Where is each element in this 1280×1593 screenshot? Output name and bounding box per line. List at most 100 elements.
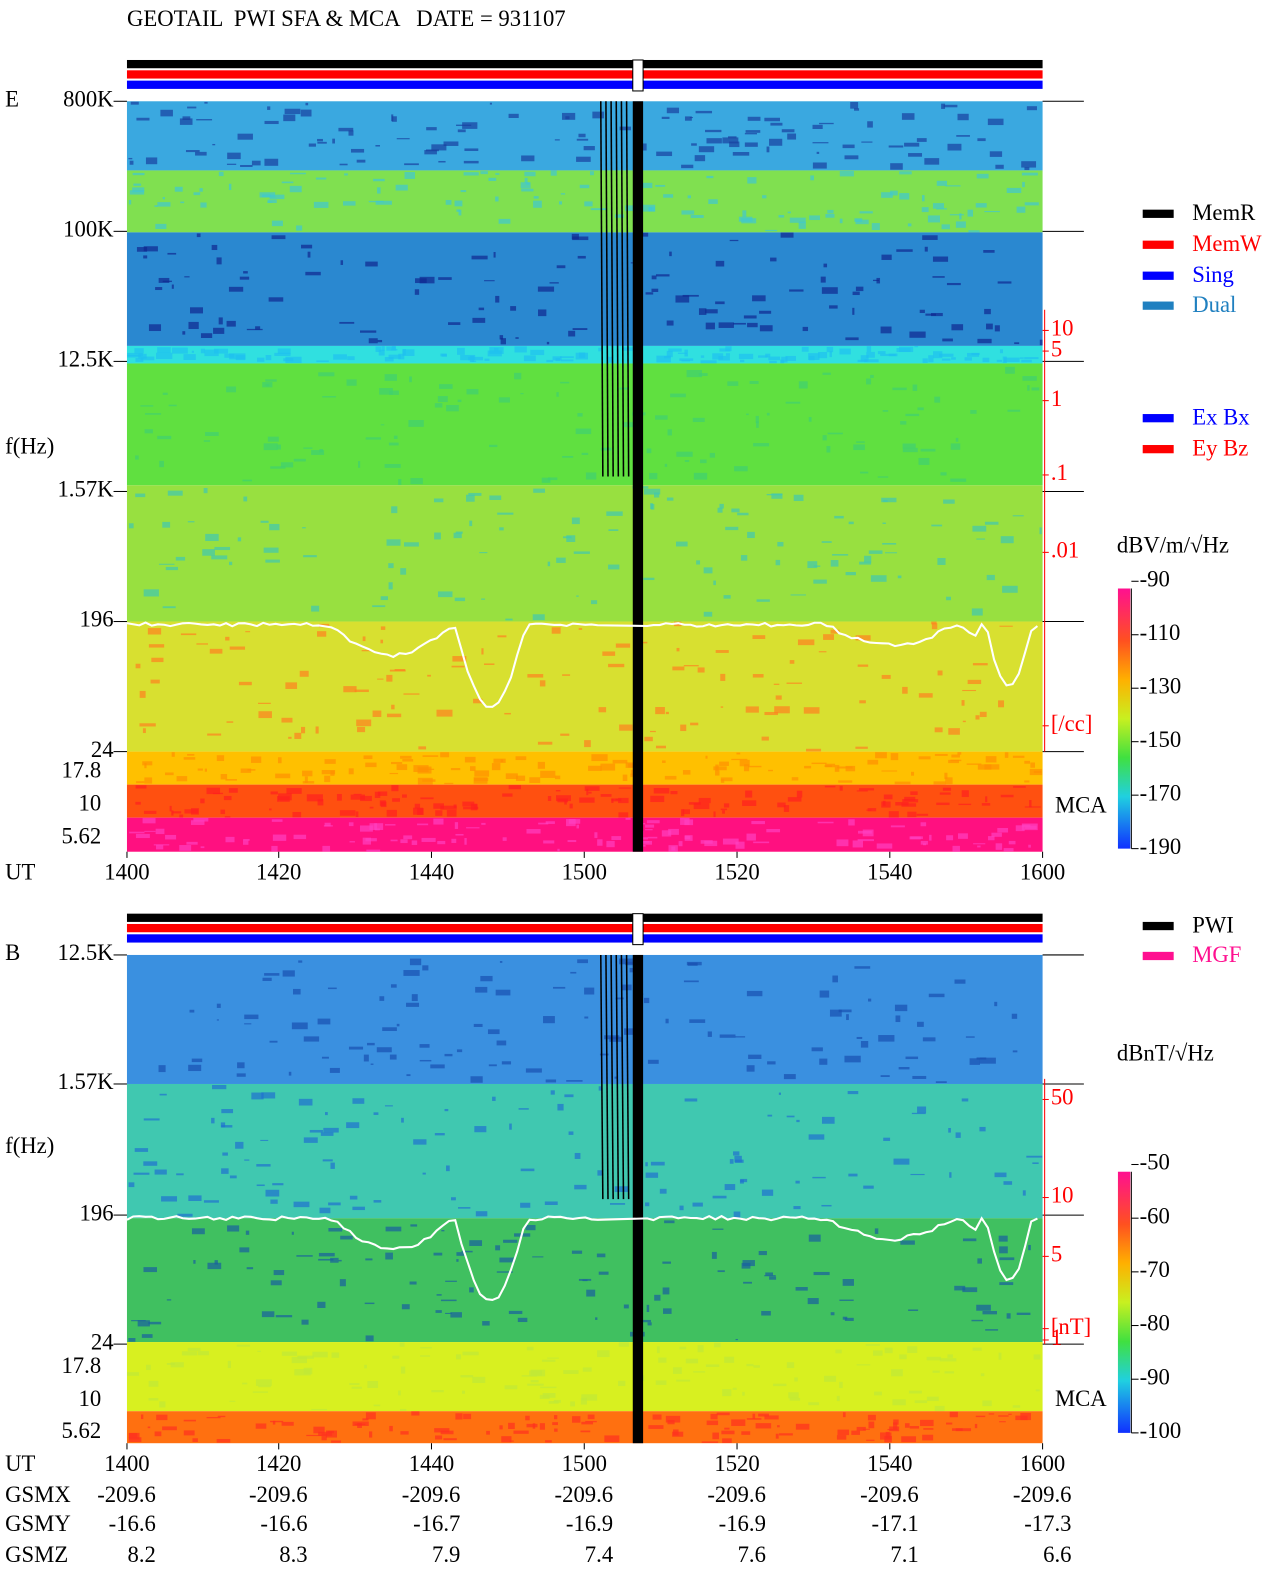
spectrogram-speckle: [132, 172, 145, 176]
spectrogram-speckle: [541, 477, 551, 483]
spectrogram-speckle: [375, 200, 392, 205]
spectrogram-speckle: [954, 979, 966, 984]
x-tick-label: 1440: [409, 1451, 454, 1476]
spectrogram-speckle: [365, 1335, 374, 1342]
spectrogram-speckle: [380, 626, 386, 630]
spectrogram-speckle: [206, 1417, 221, 1419]
legend-swatch: [1142, 951, 1174, 961]
spectrogram-speckle: [572, 1416, 581, 1423]
spectrogram-speckle: [176, 776, 188, 782]
spectrogram-speckle: [588, 791, 592, 794]
spectrogram-speckle: [438, 160, 446, 163]
spectrogram-speckle: [267, 106, 271, 110]
spectrogram-speckle: [524, 177, 528, 183]
spectrogram-speckle: [143, 1161, 158, 1166]
spectrogram-speckle: [566, 535, 576, 542]
spectrogram-speckle: [418, 746, 427, 750]
spectrogram-speckle: [795, 1180, 800, 1184]
spectrogram-speckle: [698, 146, 715, 153]
spectrogram-speckle: [817, 821, 834, 824]
spectrogram-speckle: [793, 494, 804, 502]
spectrogram-speckle: [229, 1175, 237, 1179]
spectrogram-speckle: [171, 810, 174, 816]
freq-tick-label: 196: [80, 607, 114, 632]
spectrogram-speckle: [1028, 844, 1031, 848]
spectrogram-speckle: [709, 452, 716, 458]
spectrogram-speckle: [862, 1428, 870, 1430]
spectrogram-speckle: [560, 381, 570, 384]
spectrogram-speckle: [562, 674, 571, 676]
spectrogram-speckle: [891, 1369, 903, 1377]
spectrogram-speckle: [662, 760, 666, 763]
spectrogram-speckle: [329, 1067, 340, 1073]
spectrogram-speckle: [379, 996, 385, 1001]
spectrogram-speckle: [453, 532, 462, 539]
spectrogram-speckle: [446, 809, 457, 817]
spectrogram-speckle: [560, 193, 566, 195]
spectrogram-speckle: [411, 840, 418, 845]
spectrogram-band: [126, 170, 1043, 233]
spectrogram-speckle: [419, 1044, 430, 1048]
spectrogram-speckle: [298, 960, 303, 963]
spectrogram-speckle: [642, 204, 656, 212]
spectrogram-speckle: [228, 788, 238, 793]
spectrogram-speckle: [193, 1260, 196, 1264]
spectrogram-speckle: [641, 822, 646, 825]
spectrogram-speckle: [649, 472, 658, 480]
spectrogram-speckle: [226, 386, 237, 393]
spectrogram-speckle: [216, 1019, 219, 1021]
spectrogram-speckle: [200, 348, 205, 354]
spectrogram-speckle: [955, 221, 966, 228]
spectrogram-speckle: [328, 1202, 341, 1206]
x-tick-label: 1400: [104, 860, 149, 885]
spectrogram-speckle: [1024, 357, 1039, 360]
spectrogram-speckle: [377, 187, 381, 194]
spectrogram-speckle: [1022, 376, 1037, 381]
spectrogram-speckle: [835, 1349, 842, 1354]
spectrogram-speckle: [743, 1281, 752, 1284]
spectrogram-speckle: [509, 1123, 512, 1130]
spectrogram-speckle: [146, 1364, 151, 1371]
spectrogram-speckle: [943, 104, 958, 108]
spectrogram-speckle: [904, 142, 920, 147]
spectrogram-speckle: [488, 444, 498, 448]
spectrogram-speckle: [739, 759, 750, 767]
mca-tick-label: 10: [78, 1386, 101, 1411]
spectrogram-speckle: [597, 839, 603, 846]
spectrogram-speckle: [889, 1426, 900, 1432]
spectrogram-speckle: [867, 1414, 876, 1421]
spectrogram-band: [126, 1083, 1043, 1219]
spectrogram-speckle: [867, 808, 877, 812]
spectrogram-speckle: [786, 682, 803, 684]
spectrogram-speckle: [883, 794, 893, 800]
spectrogram-speckle: [985, 756, 997, 763]
spectrogram-speckle: [386, 539, 401, 546]
spectrogram-speckle: [961, 1098, 969, 1102]
spectrogram-speckle: [1029, 768, 1043, 776]
spectrogram-speckle: [520, 182, 531, 189]
spectrogram-speckle: [981, 803, 991, 806]
spectrogram-speckle: [305, 102, 309, 106]
spectrogram-speckle: [398, 1390, 401, 1396]
spectrogram-speckle: [508, 113, 519, 118]
spectrogram-speckle: [128, 1433, 138, 1438]
spectrogram-speckle: [643, 997, 650, 1004]
spectrogram-speckle: [864, 555, 872, 563]
spectrogram-speckle: [598, 347, 603, 352]
mca-tick-label: 17.8: [61, 757, 101, 782]
spectrogram-speckle: [348, 768, 354, 775]
spectrogram-speckle: [988, 836, 995, 841]
spectrogram-speckle: [922, 358, 928, 363]
spectrogram-speckle: [489, 495, 502, 501]
spectrogram-speckle: [440, 1430, 454, 1435]
spectrogram-speckle: [139, 723, 156, 727]
spectrogram-speckle: [664, 463, 668, 467]
spectrogram-speckle: [458, 1207, 471, 1209]
spectrogram-speckle: [268, 297, 284, 302]
spectrogram-speckle: [666, 497, 674, 501]
spectrogram-speckle: [388, 582, 393, 590]
spectrogram-speckle: [856, 1426, 866, 1431]
spectrogram-speckle: [180, 201, 185, 204]
spectrogram-speckle: [655, 184, 666, 187]
spectrogram-speckle: [1013, 786, 1026, 788]
